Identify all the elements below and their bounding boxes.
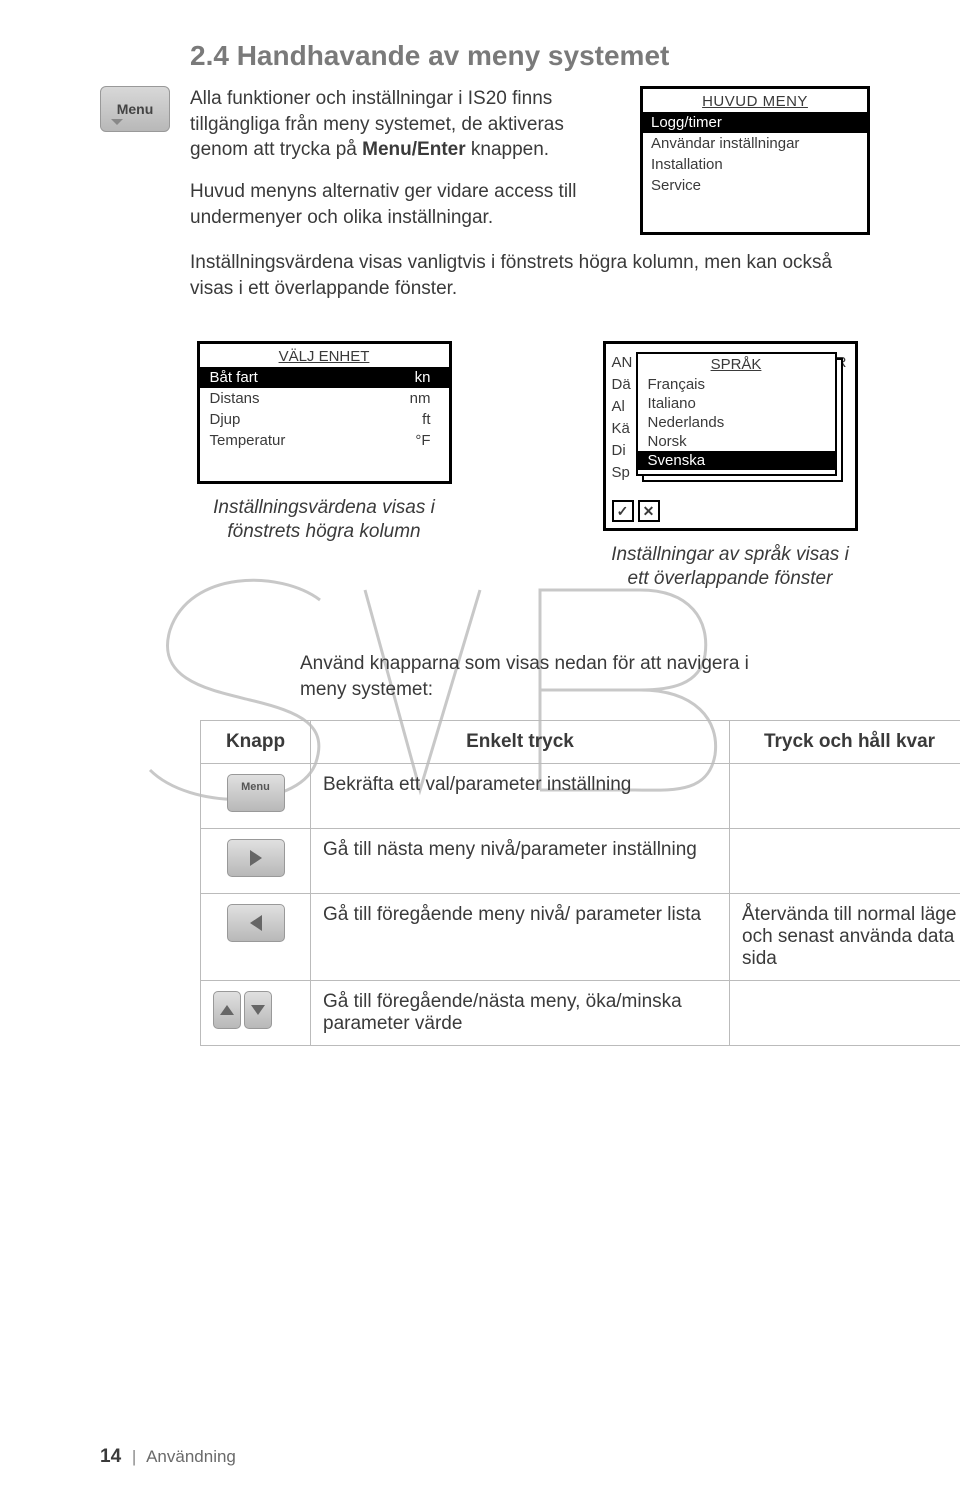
- screen1-title: HUVUD MENY: [643, 89, 867, 112]
- table-row: Bekräfta ett val/parameter inställning: [201, 764, 960, 829]
- menu-key-icon: [227, 774, 285, 812]
- huvud-meny-screen: HUVUD MENY Logg/timer Användar inställni…: [640, 86, 870, 235]
- table-header-enkelt: Enkelt tryck: [311, 721, 730, 764]
- page-number: 14: [100, 1446, 121, 1467]
- up-arrow-key-icon: [213, 991, 241, 1029]
- table-cell: Gå till föregående/nästa meny, öka/minsk…: [311, 981, 730, 1046]
- table-cell: Återvända till normal läge och senast an…: [730, 894, 960, 981]
- table-cell: [730, 829, 960, 894]
- down-arrow-key-icon: [244, 991, 272, 1029]
- screen2-row: Djupft: [200, 409, 449, 430]
- section-heading: 2.4 Handhavande av meny systemet: [190, 40, 870, 72]
- table-cell: Gå till föregående meny nivå/ parameter …: [311, 894, 730, 981]
- table-row: Gå till föregående/nästa meny, öka/minsk…: [201, 981, 960, 1046]
- table-cell: [730, 764, 960, 829]
- paragraph-1: Alla funktioner och inställningar i IS20…: [190, 86, 620, 163]
- figure-caption-left: Inställningsvärdena visas i fönstrets hö…: [194, 496, 454, 544]
- screen1-item: Logg/timer: [643, 112, 867, 133]
- overlay-title: SPRÅK: [638, 354, 835, 375]
- page-footer: 14 | Användning: [100, 1446, 236, 1468]
- cancel-icon: ✕: [638, 500, 660, 522]
- valj-enhet-screen: VÄLJ ENHET Båt fartkn Distansnm Djupft T…: [197, 341, 452, 484]
- screen2-row: Distansnm: [200, 388, 449, 409]
- overlay-item: Italiano: [638, 394, 835, 413]
- left-arrow-key-icon: [227, 904, 285, 942]
- paragraph-2: Huvud menyns alternativ ger vidare acces…: [190, 179, 620, 230]
- confirm-icon: ✓: [612, 500, 634, 522]
- menu-button-label: Menu: [117, 101, 154, 117]
- table-header-hold: Tryck och håll kvar: [730, 721, 960, 764]
- right-arrow-key-icon: [227, 839, 285, 877]
- screen1-item: Service: [643, 175, 867, 196]
- sprak-overlay: SPRÅK Français Italiano Nederlands Norsk…: [636, 352, 837, 476]
- screen1-item: Installation: [643, 154, 867, 175]
- button-table: Knapp Enkelt tryck Tryck och håll kvar B…: [200, 720, 960, 1046]
- menu-button-illustration: Menu: [100, 86, 170, 132]
- paragraph-3: Inställningsvärdena visas vanligtvis i f…: [190, 250, 870, 301]
- table-cell: Gå till nästa meny nivå/parameter instäl…: [311, 829, 730, 894]
- table-row: Gå till föregående meny nivå/ parameter …: [201, 894, 960, 981]
- intro-paragraphs: Alla funktioner och inställningar i IS20…: [190, 86, 620, 246]
- footer-section: Användning: [146, 1447, 236, 1466]
- screen2-row: Temperatur°F: [200, 430, 449, 451]
- figure-caption-right: Inställningar av språk visas i ett överl…: [600, 543, 860, 591]
- screen2-row: Båt fartkn: [200, 367, 449, 388]
- overlay-item: Svenska: [638, 451, 835, 470]
- overlay-item: Nederlands: [638, 413, 835, 432]
- overlay-item: Français: [638, 375, 835, 394]
- table-cell: [730, 981, 960, 1046]
- overlay-item: Norsk: [638, 432, 835, 451]
- table-cell: Bekräfta ett val/parameter inställning: [311, 764, 730, 829]
- sprak-screen: AN Dä Al Kä Di Sp R SPRÅK Français Itali…: [603, 341, 858, 531]
- table-intro-paragraph: Använd knapparna som visas nedan för att…: [300, 651, 780, 702]
- table-header-knapp: Knapp: [201, 721, 311, 764]
- table-row: Gå till nästa meny nivå/parameter instäl…: [201, 829, 960, 894]
- screen2-title: VÄLJ ENHET: [200, 344, 449, 367]
- screen1-item: Användar inställningar: [643, 133, 867, 154]
